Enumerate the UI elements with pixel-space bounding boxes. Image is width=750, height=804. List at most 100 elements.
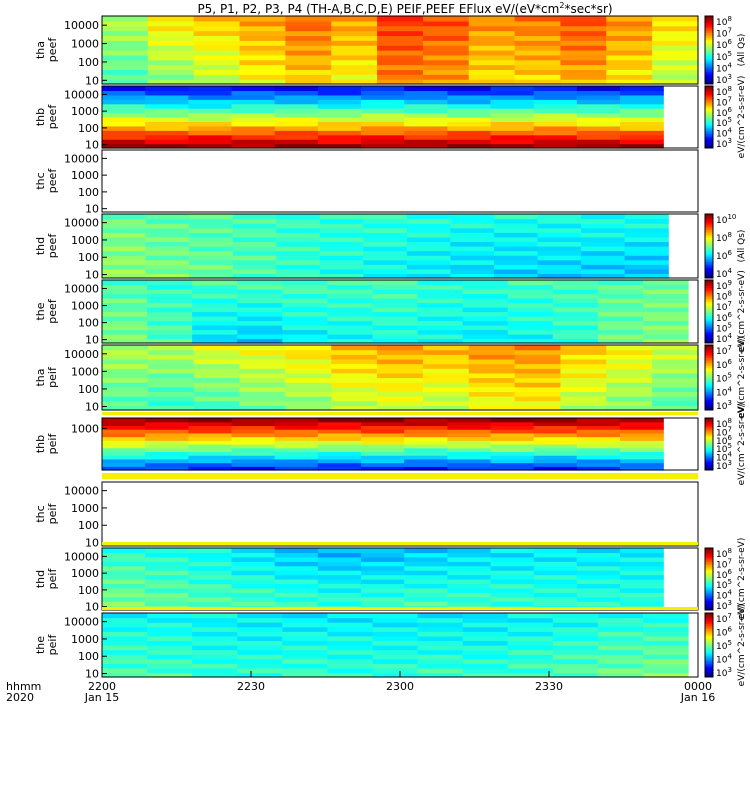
spectrogram-cell <box>276 259 321 265</box>
spectrogram-cell <box>147 622 193 628</box>
spectrogram-cell <box>560 405 607 411</box>
colorbar-segment <box>705 75 713 78</box>
spectrogram-cell <box>237 293 283 299</box>
spectrogram-cell <box>102 345 149 351</box>
spectrogram-cell <box>102 227 147 233</box>
spectrogram-cell <box>189 232 234 238</box>
colorbar-segment <box>705 115 713 118</box>
colorbar-segment <box>705 447 713 450</box>
colorbar-tick-label: 106 <box>716 358 732 371</box>
spectrogram-cell <box>533 561 578 567</box>
spectrogram-cell <box>239 50 286 56</box>
spectrogram-cell <box>372 325 419 331</box>
spectrogram-cell <box>404 548 448 554</box>
spectrogram-cell <box>606 405 653 411</box>
spectrogram-cell <box>404 570 448 576</box>
y-tick-label: 100 <box>78 650 99 663</box>
spectrogram-cell <box>192 302 238 308</box>
spectrogram-cell <box>282 307 329 313</box>
colorbar-segment <box>705 112 713 115</box>
spectrogram-cell <box>422 74 470 80</box>
spectrogram-cell <box>189 268 234 275</box>
colorbar-frame <box>704 547 714 611</box>
spectrogram-cell <box>447 94 492 100</box>
spectrogram-cell <box>537 218 582 224</box>
spectrogram-cell <box>193 386 241 393</box>
spectrogram-cell <box>417 307 464 313</box>
spectrogram-cell <box>447 466 492 471</box>
spectrogram-cell <box>652 349 699 355</box>
spectrogram-cell <box>422 354 470 360</box>
colorbar-segment <box>705 449 713 451</box>
colorbar-tick-label: 106 <box>716 434 732 447</box>
spectrogram-cell <box>642 663 689 669</box>
colorbar-segment <box>705 335 713 338</box>
spectrogram-cell <box>317 565 362 571</box>
spectrogram-cell <box>331 382 378 388</box>
colorbar-frame <box>704 15 714 85</box>
spectrogram-cell <box>450 214 495 220</box>
panel-probe-label: thd <box>34 570 47 588</box>
colorbar-segment <box>705 50 713 53</box>
spectrogram-cell <box>188 143 233 149</box>
panel-probe-label: the <box>34 302 47 320</box>
spectrogram-cell <box>404 90 448 96</box>
spectrogram-cell <box>462 325 509 331</box>
spectrogram-cell <box>188 421 233 427</box>
spectrogram-cell <box>188 458 233 464</box>
spectrogram-cell <box>447 574 492 580</box>
spectrogram-cell <box>232 241 277 247</box>
spectrogram-cell <box>624 268 669 275</box>
spectrogram-cell <box>285 74 332 80</box>
spectrogram-cell <box>193 25 241 32</box>
spectrogram-cell <box>282 672 329 678</box>
spectrogram-cell <box>450 223 495 229</box>
spectrogram-cell <box>652 54 699 61</box>
spectrogram-cell <box>533 587 578 593</box>
spectrogram-cell <box>576 112 621 118</box>
spectrogram-cell <box>145 86 189 92</box>
spectrogram-cell <box>231 451 276 456</box>
spectrogram-cell <box>468 354 516 360</box>
colorbar-segment <box>705 51 713 54</box>
x-tick-label: 2300 <box>386 680 414 693</box>
spectrogram-cell <box>447 552 492 558</box>
spectrogram-cell <box>450 268 495 275</box>
spectrogram-cell <box>450 259 495 265</box>
spectrogram-cell <box>361 592 405 598</box>
spectrogram-cell <box>102 640 148 646</box>
spectrogram-cell <box>102 617 148 623</box>
spectrogram-cell <box>274 99 319 105</box>
colorbar-segment <box>705 134 713 137</box>
colorbar-segment <box>705 325 713 328</box>
spectrogram-cell <box>145 451 189 456</box>
spectrogram-cell <box>102 293 148 299</box>
spectrogram-cell <box>507 667 554 674</box>
colorbar-segment <box>705 594 713 597</box>
spectrogram-cell <box>507 617 554 623</box>
colorbar-segment <box>705 437 713 440</box>
spectrogram-cell <box>462 617 509 623</box>
spectrogram-cell <box>533 458 578 464</box>
spectrogram-cell <box>193 20 241 27</box>
spectrogram-cell <box>327 658 374 664</box>
colorbar-segment <box>705 238 713 241</box>
spectrogram-cell <box>147 20 195 27</box>
spectrogram-cell <box>331 50 378 56</box>
colorbar-segment <box>705 233 713 236</box>
spectrogram-cell <box>576 579 621 585</box>
colorbar-segment <box>705 263 713 266</box>
spectrogram-cell <box>490 429 535 434</box>
y-tick-label: 10000 <box>64 283 99 296</box>
spectrogram-cell <box>576 86 621 92</box>
spectrogram-cell <box>188 596 233 602</box>
spectrogram-cell <box>102 574 146 580</box>
colorbar-segment <box>705 390 713 393</box>
spectrogram-cell <box>652 45 699 51</box>
spectrogram-cell <box>624 250 669 256</box>
separator-strip <box>102 476 698 479</box>
spectrogram-cell <box>276 264 321 270</box>
colorbar-segment <box>705 640 713 643</box>
spectrogram-cell <box>282 640 329 646</box>
